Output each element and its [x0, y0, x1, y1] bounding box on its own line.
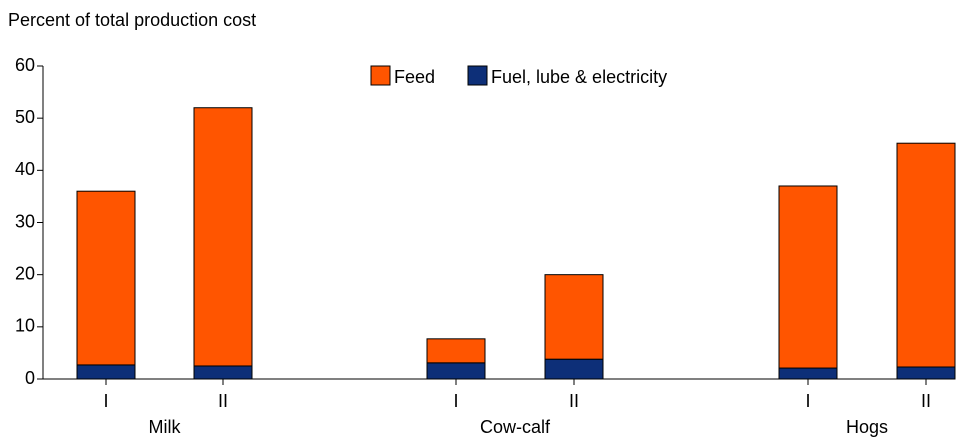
bar-segment [778, 185, 838, 369]
bar-segment [896, 366, 956, 380]
x-tick-label: II [218, 391, 228, 411]
y-tick-label: 40 [15, 159, 35, 179]
bar-segment [544, 358, 604, 380]
y-tick-label: 60 [15, 55, 35, 75]
legend-label: Fuel, lube & electricity [491, 67, 667, 87]
y-tick-label: 50 [15, 107, 35, 127]
bar-segment [76, 190, 136, 366]
x-tick-label: I [453, 391, 458, 411]
x-tick-label: I [805, 391, 810, 411]
x-tick-label: I [103, 391, 108, 411]
y-tick-label: 0 [25, 368, 35, 388]
bar-segment [778, 367, 838, 380]
chart-title: Percent of total production cost [8, 10, 256, 30]
x-tick-label: II [921, 391, 931, 411]
bar-segment [76, 364, 136, 380]
legend-swatch [370, 65, 391, 86]
bar-segment [426, 362, 486, 380]
y-tick-label: 30 [15, 211, 35, 231]
x-tick-label: II [569, 391, 579, 411]
legend-label: Feed [394, 67, 435, 87]
bar-segment [193, 107, 253, 367]
bar-segment [544, 274, 604, 360]
y-tick-label: 20 [15, 263, 35, 283]
group-label: Hogs [846, 417, 888, 437]
group-label: Cow-calf [480, 417, 551, 437]
legend-swatch [467, 65, 488, 86]
y-tick-label: 10 [15, 316, 35, 336]
bar-segment [896, 142, 956, 368]
group-label: Milk [149, 417, 182, 437]
bar-segment [193, 365, 253, 380]
bar-segment [426, 338, 486, 364]
